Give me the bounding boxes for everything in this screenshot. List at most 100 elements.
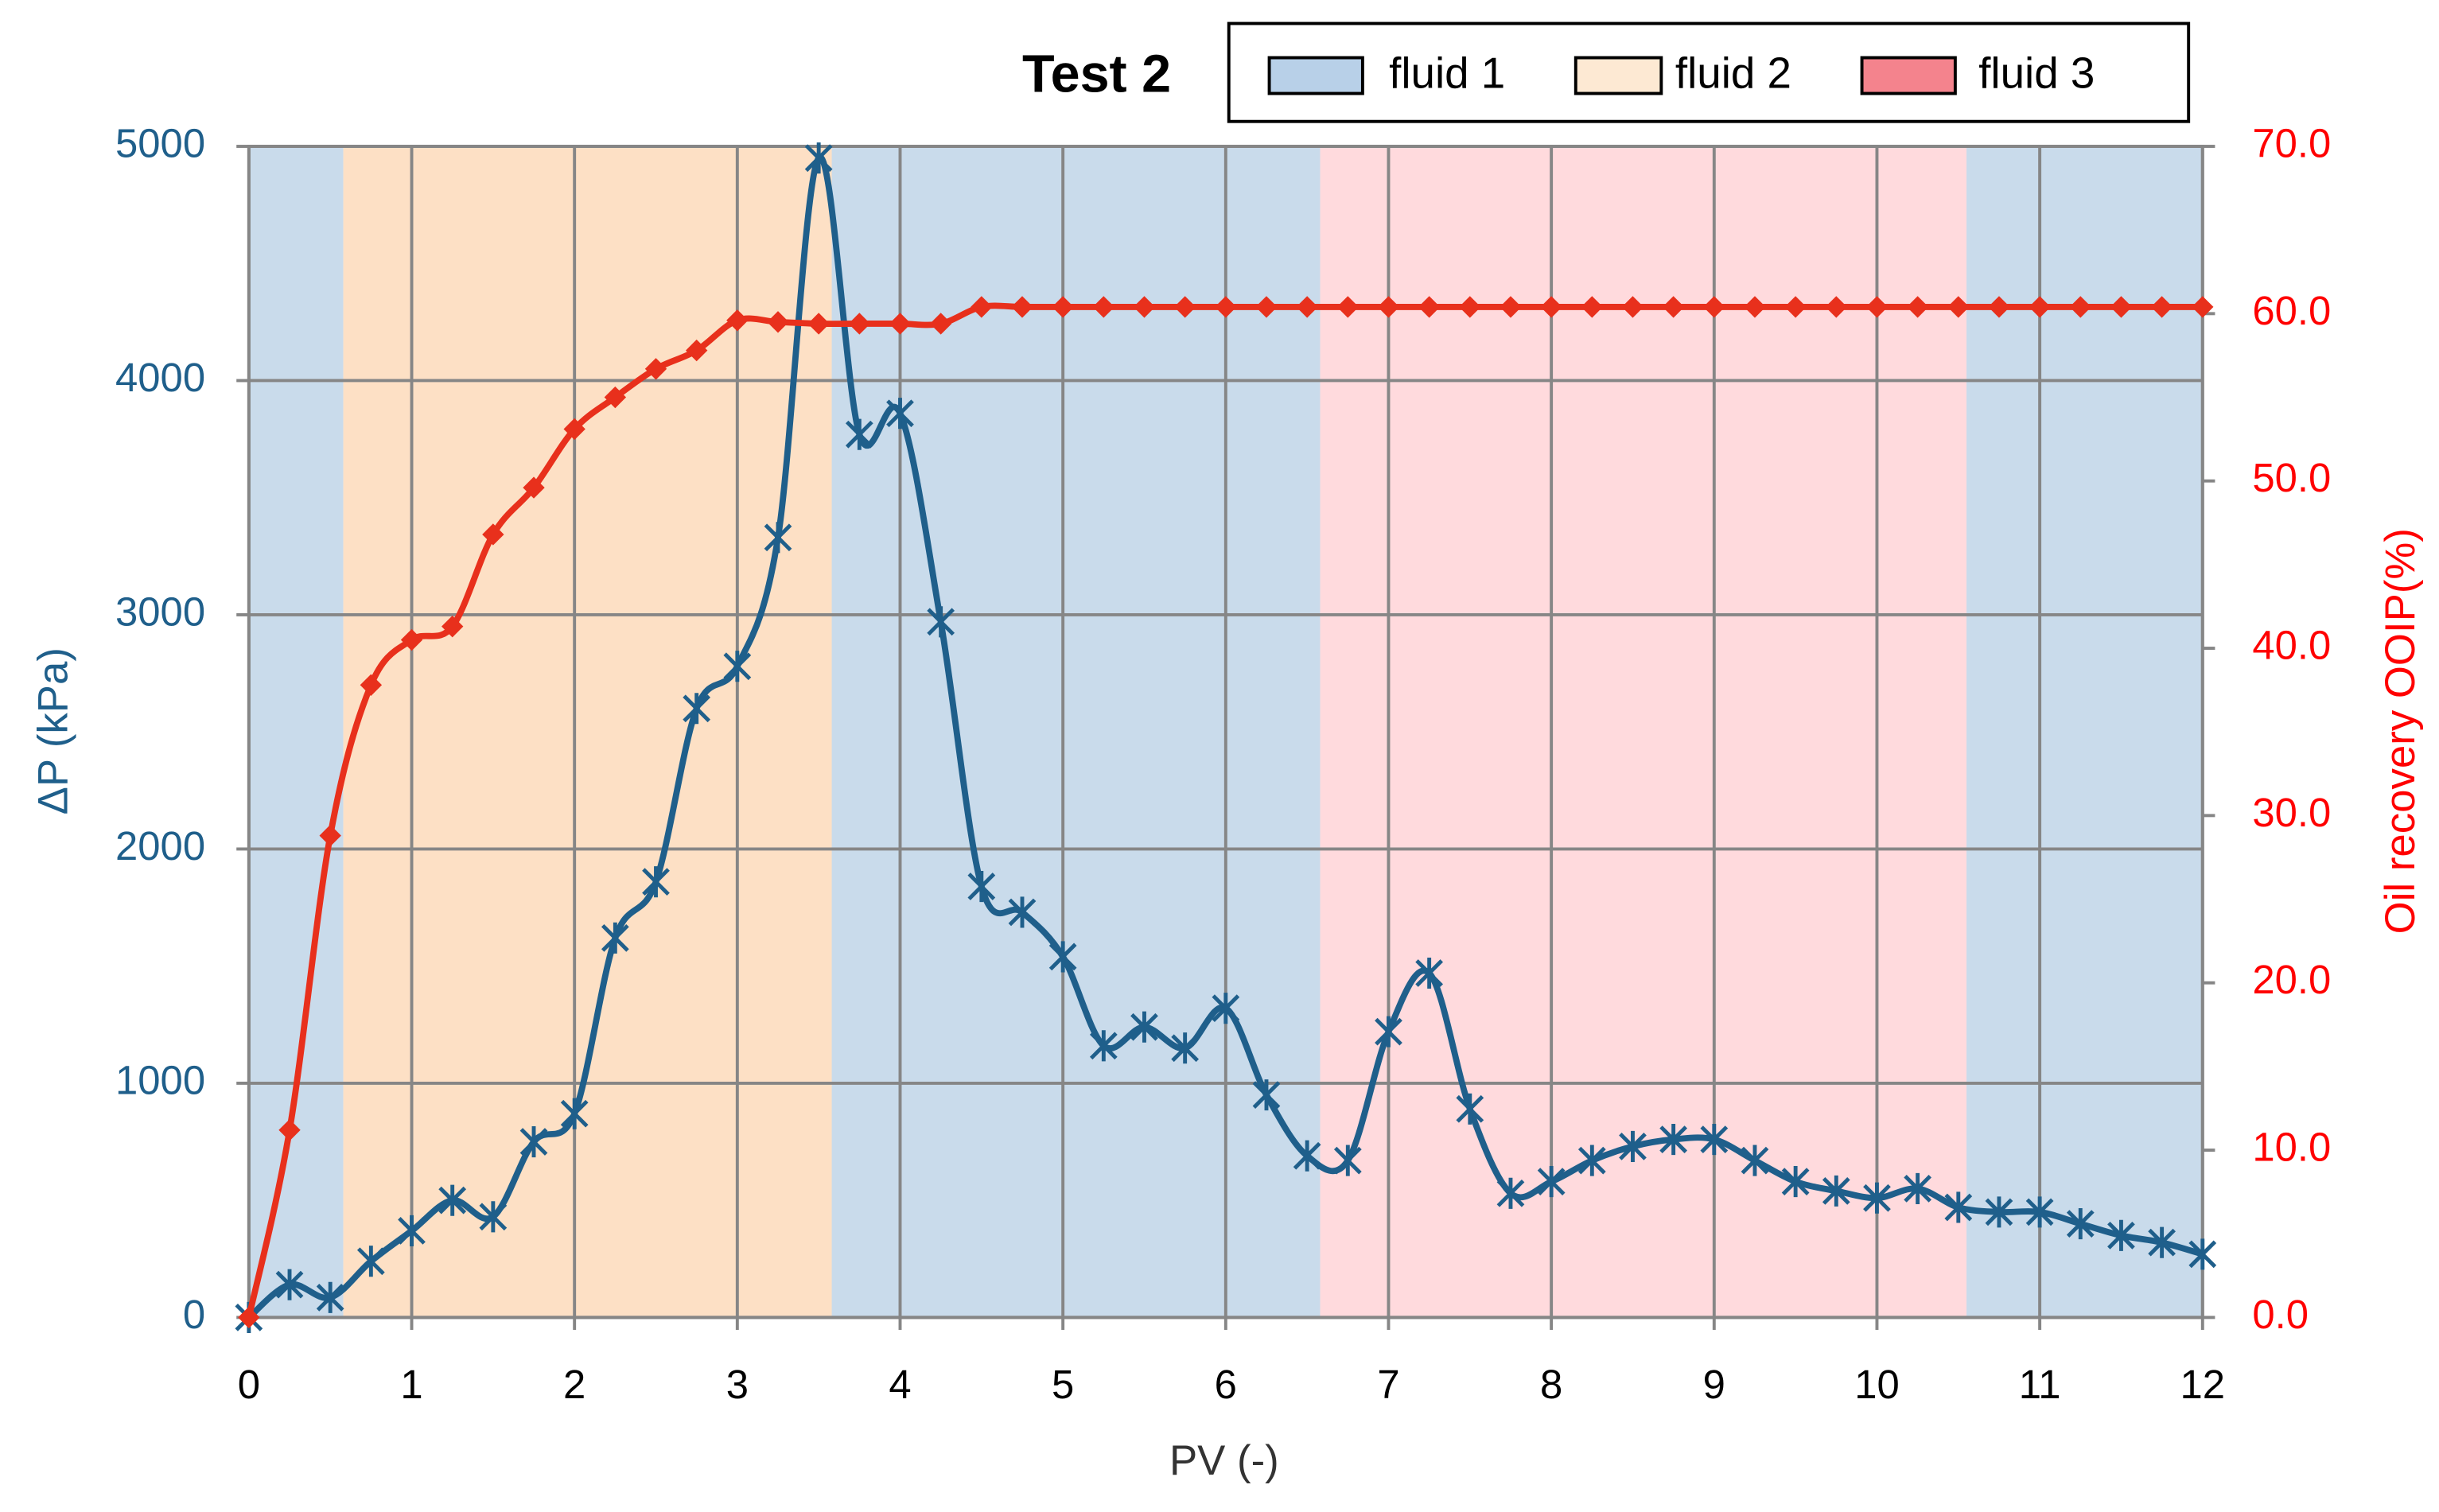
data-point <box>1496 1177 1525 1209</box>
data-point <box>1375 1016 1402 1048</box>
y-tick-label: 0 <box>183 1292 205 1337</box>
data-point <box>1173 296 1196 318</box>
data-point <box>886 398 914 430</box>
data-point <box>927 606 955 638</box>
y-axis-title: ΔP (kPa) <box>29 647 76 814</box>
data-point <box>1336 296 1360 318</box>
data-point <box>1659 1124 1688 1156</box>
y2-tick-label: 10.0 <box>2252 1124 2331 1169</box>
data-point <box>519 1125 548 1158</box>
data-point <box>767 311 789 333</box>
y-tick-label: 1000 <box>115 1057 205 1102</box>
y-tick-label: 4000 <box>115 355 205 400</box>
data-point <box>723 651 752 682</box>
data-point <box>889 313 912 335</box>
x-tick-label: 2 <box>563 1362 585 1407</box>
data-point <box>1048 941 1077 973</box>
data-point <box>238 1306 260 1329</box>
data-point <box>1459 296 1481 318</box>
data-point <box>1540 296 1562 318</box>
legend-box <box>1227 21 2191 123</box>
data-point <box>845 418 873 450</box>
x-tick-label: 5 <box>1052 1362 1074 1407</box>
data-point <box>1130 1011 1158 1043</box>
data-point <box>601 922 629 954</box>
y2-tick-label: 0.0 <box>2252 1292 2309 1337</box>
data-point <box>398 1215 426 1246</box>
data-point <box>685 339 708 362</box>
fluid-band <box>343 146 832 1318</box>
data-point <box>1744 296 1766 318</box>
data-point <box>1904 1172 1931 1204</box>
fluid-band <box>248 146 344 1318</box>
data-point <box>479 1201 508 1233</box>
data-point <box>1703 296 1725 318</box>
data-point <box>604 386 627 409</box>
data-point <box>1456 1093 1484 1125</box>
data-point <box>2107 1219 2135 1251</box>
data-point <box>441 615 464 638</box>
data-point <box>644 358 667 380</box>
x-tick-label: 11 <box>2019 1362 2061 1407</box>
data-point <box>1052 296 1074 318</box>
data-line <box>247 154 2204 1320</box>
legend-swatch <box>1267 56 1364 95</box>
data-point <box>319 824 341 847</box>
data-point <box>1171 1032 1200 1064</box>
data-point <box>482 523 504 546</box>
data-point <box>642 866 670 898</box>
x-tick-label: 7 <box>1377 1362 1399 1407</box>
data-point <box>523 476 545 499</box>
data-point <box>967 870 996 903</box>
data-point <box>1944 1191 1973 1223</box>
legend-swatch <box>1573 56 1663 95</box>
y-tick-label: 3000 <box>115 589 205 634</box>
x-tick-label: 10 <box>1854 1362 1900 1407</box>
data-point <box>1418 296 1441 318</box>
y2-tick-label: 20.0 <box>2252 957 2331 1002</box>
y2-tick-label: 40.0 <box>2252 622 2331 667</box>
data-point <box>1700 1124 1729 1156</box>
fluid-band <box>1320 146 1967 1318</box>
y-tick-label: 2000 <box>115 823 205 869</box>
data-point <box>1333 1145 1362 1176</box>
data-point <box>356 1246 385 1277</box>
data-point <box>2192 296 2214 318</box>
data-point <box>1415 957 1444 989</box>
y2-axis-title: Oil recovery OOIP(%) <box>2377 528 2424 934</box>
data-point <box>1008 896 1037 928</box>
data-point <box>764 522 792 554</box>
data-point <box>1089 1030 1118 1062</box>
data-point <box>1252 1079 1281 1111</box>
fluid-band <box>831 146 1321 1318</box>
data-point <box>1825 296 1847 318</box>
x-tick-label: 0 <box>238 1362 260 1407</box>
legend-label: fluid 3 <box>1978 48 2095 97</box>
data-point <box>929 313 952 335</box>
data-point <box>1011 296 1033 318</box>
data-point <box>2025 1196 2054 1228</box>
data-point <box>2069 296 2091 318</box>
data-point <box>1296 296 1318 318</box>
data-point <box>848 313 871 335</box>
data-point <box>726 309 749 332</box>
data-point <box>563 418 585 441</box>
x-tick-label: 8 <box>1540 1362 1562 1407</box>
data-point <box>1865 296 1889 318</box>
data-point <box>560 1098 589 1129</box>
legend-label: fluid 2 <box>1675 48 1791 97</box>
x-tick-label: 3 <box>726 1362 749 1407</box>
data-point <box>971 296 993 318</box>
data-point <box>1133 296 1156 318</box>
legend-swatch <box>1860 56 1957 95</box>
data-point <box>360 674 383 696</box>
data-point <box>1377 296 1400 318</box>
data-point <box>1985 1196 2013 1228</box>
data-point <box>1619 1130 1647 1162</box>
data-point <box>400 628 423 651</box>
data-point <box>2150 296 2173 318</box>
data-point <box>2029 296 2051 318</box>
y2-tick-label: 60.0 <box>2252 288 2331 333</box>
